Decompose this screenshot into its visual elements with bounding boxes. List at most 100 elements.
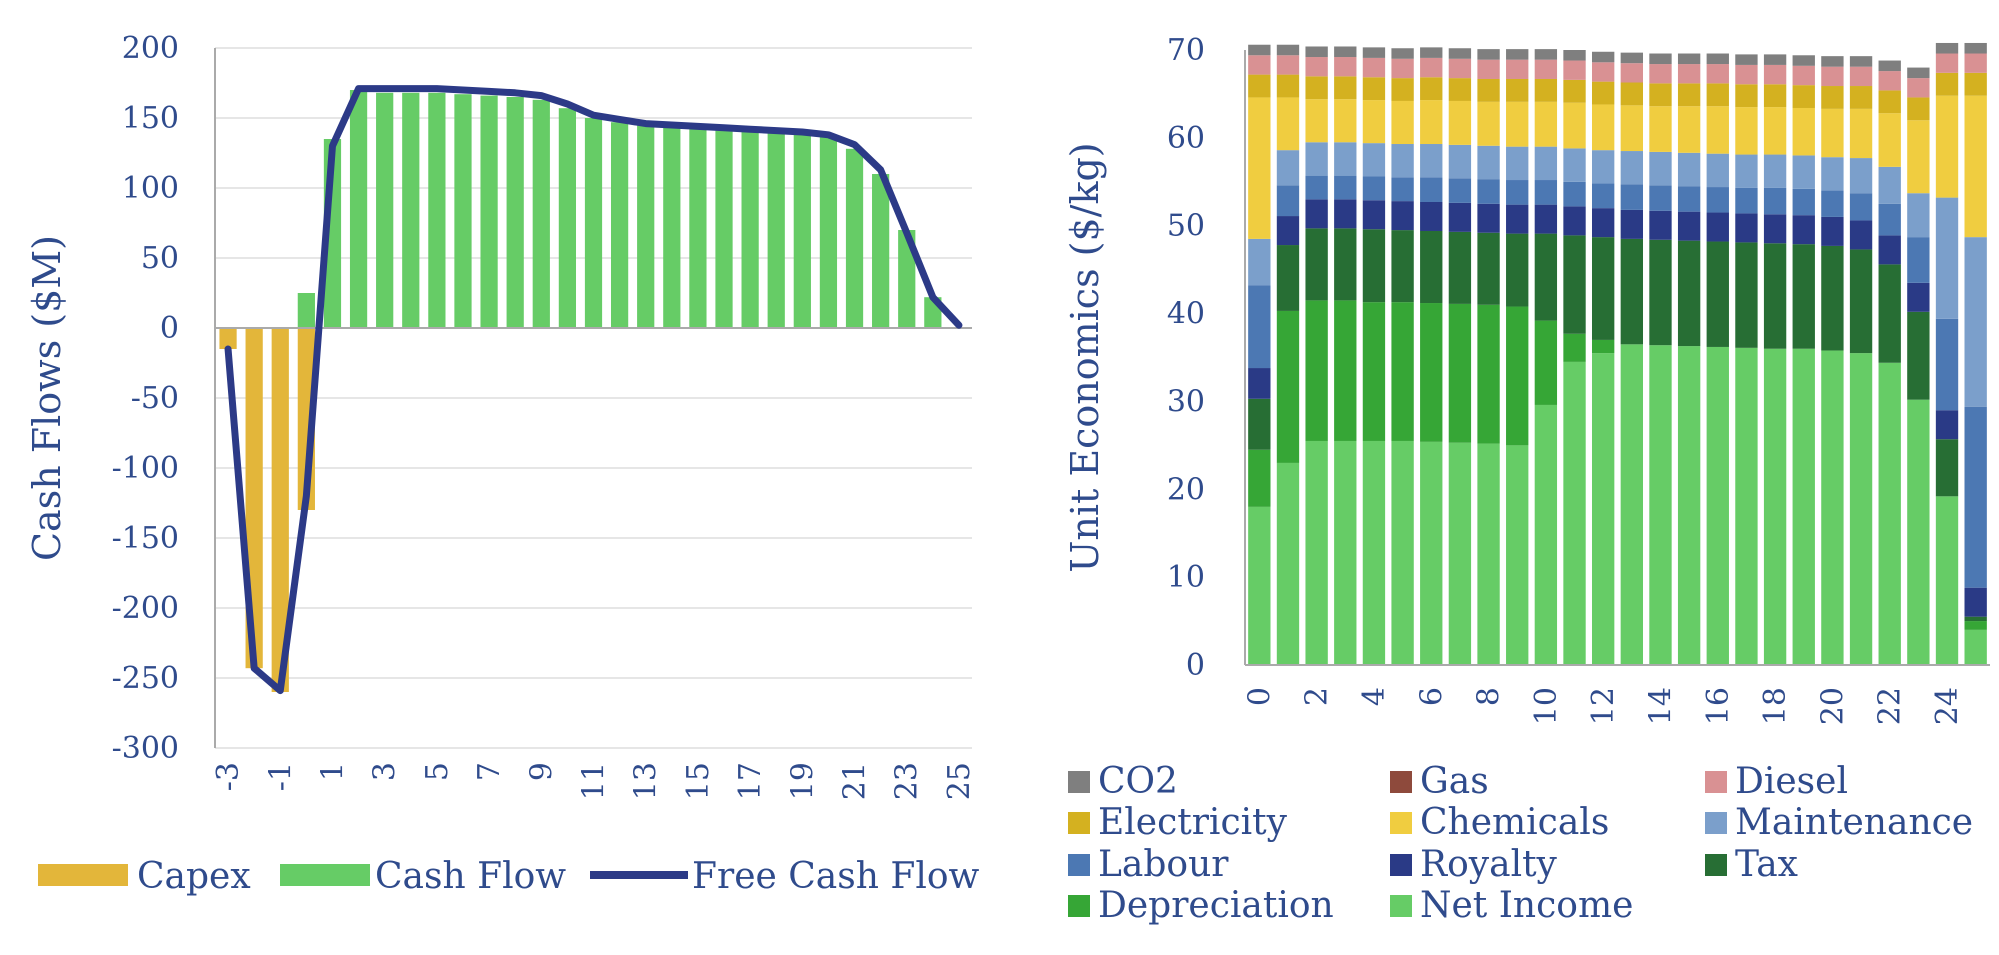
y-tick-label: -300 [112,731,179,766]
stack-segment [1305,76,1328,100]
stack-segment [1362,440,1386,665]
stack-segment [1649,210,1672,240]
stack-segment [1849,56,1873,67]
stack-segment [1735,213,1758,243]
stack-segment [1591,353,1615,665]
stack-segment [1448,78,1472,101]
stack-segment [1763,243,1787,349]
cash-flow-bar [402,92,420,328]
stack-segment [1334,300,1357,441]
stack-segment [1907,120,1930,194]
cash-flow-bar [297,293,315,328]
stack-segment [1821,216,1844,246]
stack-segment [1477,179,1500,204]
stack-segment [1792,85,1815,108]
stack-segment [1420,57,1443,78]
stack-segment [1334,440,1357,665]
stack-segment [1821,66,1844,87]
stack-segment [1334,99,1357,143]
stack-segment [1534,180,1558,205]
x-tick-label: 21 [838,762,873,800]
stack-segment [1964,95,1987,238]
stack-segment [1649,64,1672,84]
legend-label-free-cash-flow: Free Cash Flow [692,856,980,897]
cash-flow-bar [532,99,550,328]
stack-segment [1964,616,1987,622]
cash-flow-bar [793,134,811,328]
legend-swatch [1705,771,1727,793]
x-tick-label: 6 [1414,687,1449,706]
stack-segment [1792,244,1815,349]
stack-segment [1878,90,1901,114]
stack-segment [1334,228,1357,301]
stack-segment [1248,449,1271,507]
x-tick-label: 5 [420,762,455,781]
cash-flow-bar [689,129,707,328]
stack-segment [1391,58,1414,79]
stack-segment [1677,106,1701,153]
stack-segment [1534,101,1558,147]
x-tick-label: -3 [211,762,246,791]
y-tick-label: -150 [112,521,179,556]
stack-segment [1591,51,1615,63]
stack-segment [1591,339,1615,354]
cash-flow-bar [610,122,629,328]
stack-segment [1935,439,1959,497]
stack-segment [1276,245,1300,311]
x-tick-label: 23 [890,762,925,800]
stack-segment [1334,57,1357,77]
stack-segment [1849,66,1873,87]
stack-segment [1305,440,1328,665]
stack-segment [1677,64,1701,84]
cash-flow-bar [741,132,759,328]
legend-swatch-capex [38,864,128,886]
stack-segment [1448,303,1472,443]
y-tick-label: -200 [112,591,179,626]
x-tick-label: 1 [315,762,350,781]
stack-segment [1534,49,1558,60]
stack-segment [1620,344,1644,665]
stack-segment [1276,44,1300,56]
stack-segment [1506,445,1529,665]
x-tick-label: 4 [1357,687,1392,706]
stack-segment [1591,104,1615,151]
y-tick-label: -100 [112,451,179,486]
stack-segment [1792,215,1815,245]
stack-segment [1563,50,1586,61]
stack-segment [1849,158,1873,194]
stack-segment [1763,107,1787,155]
stack-segment [1735,187,1758,214]
stack-segment [1477,49,1500,60]
stack-segment [1563,148,1586,182]
x-tick-label: 3 [368,762,403,781]
stack-segment [1362,57,1386,78]
stack-segment [1964,42,1987,54]
stack-segment [1248,398,1271,450]
y-tick-label: 0 [160,311,179,346]
legend-swatch [1390,812,1412,834]
cash-flow-bar [480,95,498,328]
stack-segment [1477,203,1500,233]
stack-segment [1591,62,1615,82]
x-tick-label: 15 [681,762,716,800]
stack-segment [1964,629,1987,665]
stack-segment [1677,186,1701,212]
stack-segment [1420,177,1443,202]
stack-segment [1649,151,1672,186]
stack-segment [1792,55,1815,66]
stack-segment [1821,157,1844,191]
stack-segment [1735,84,1758,108]
x-tick-label: 20 [1815,687,1850,725]
stack-segment [1878,203,1901,236]
stack-segment [1591,208,1615,238]
stack-segment [1706,241,1729,347]
y-tick-label: 100 [122,171,179,206]
stack-segment [1907,399,1930,665]
stack-segment [1448,100,1472,145]
stack-segment [1763,348,1787,665]
stack-segment [1534,146,1558,181]
x-tick-label: 14 [1643,687,1678,725]
stack-segment [1849,86,1873,109]
stack-segment [1935,95,1959,198]
stack-segment [1620,209,1644,239]
